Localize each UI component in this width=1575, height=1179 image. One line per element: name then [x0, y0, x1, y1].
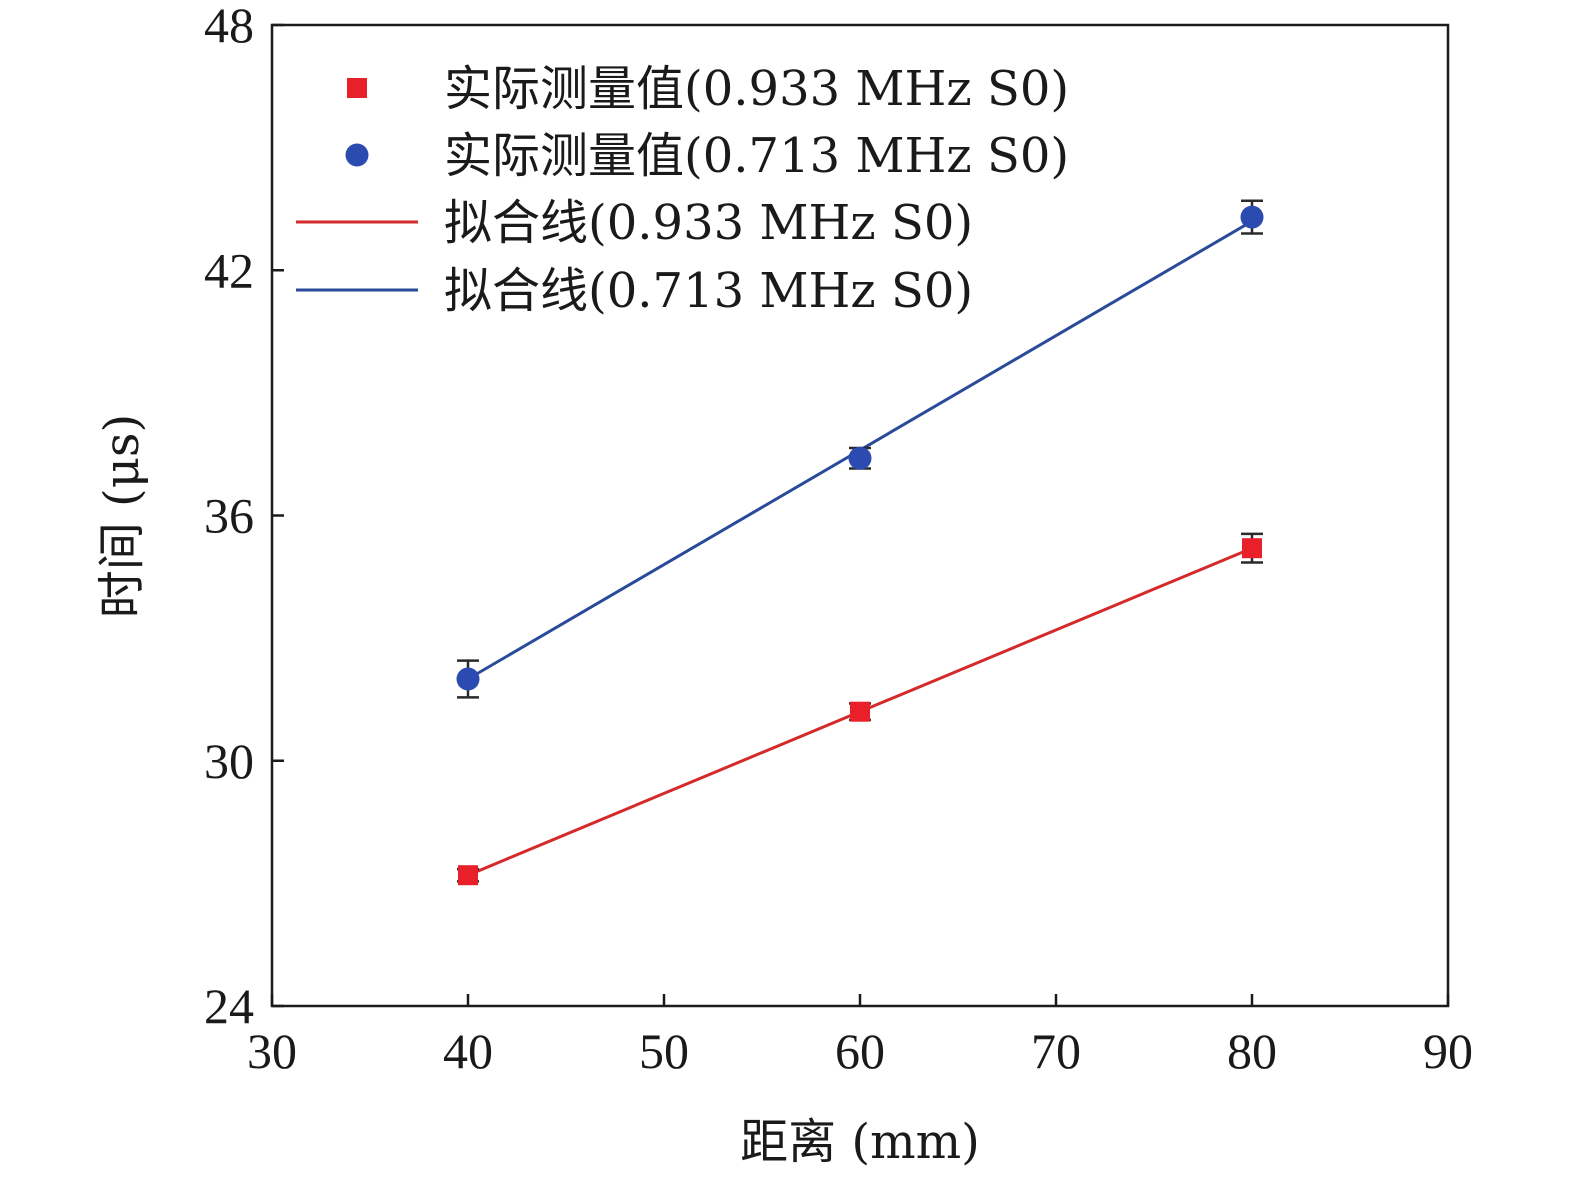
x-tick-label: 70: [1031, 1023, 1081, 1079]
legend-item: 拟合线(0.933 MHz S0): [296, 195, 973, 251]
legend-item: 拟合线(0.713 MHz S0): [296, 263, 973, 319]
data-point: [1242, 538, 1262, 559]
x-tick-label: 40: [443, 1023, 493, 1079]
plot-area: [456, 199, 1264, 886]
y-tick-label: 24: [204, 978, 254, 1034]
legend-label: 拟合线(0.933 MHz S0): [444, 195, 973, 251]
x-tick-label: 80: [1227, 1023, 1277, 1079]
y-tick-label: 36: [204, 488, 254, 544]
y-axis-title: 时间 (μs): [94, 414, 150, 619]
data-point: [456, 667, 480, 691]
x-tick-label: 60: [835, 1023, 885, 1079]
legend-item: 实际测量值(0.713 MHz S0): [345, 128, 1069, 184]
x-tick-label: 90: [1423, 1023, 1473, 1079]
data-point: [850, 701, 870, 722]
legend-label: 拟合线(0.713 MHz S0): [444, 263, 973, 319]
x-axis: 30 40 50 60 70 80 90: [247, 994, 1473, 1079]
legend-label: 实际测量值(0.713 MHz S0): [444, 128, 1069, 184]
data-point: [848, 446, 872, 470]
legend-marker: [347, 78, 367, 98]
y-axis: 24 30 36 42 48: [204, 0, 284, 1034]
data-point: [1240, 205, 1264, 229]
y-tick-label: 42: [204, 242, 254, 298]
x-axis-title: 距离 (mm): [740, 1114, 980, 1170]
legend-item: 实际测量值(0.933 MHz S0): [347, 61, 1069, 117]
x-tick-label: 50: [639, 1023, 689, 1079]
data-point: [458, 865, 478, 886]
legend-label: 实际测量值(0.933 MHz S0): [444, 61, 1069, 117]
y-tick-label: 48: [204, 0, 254, 53]
legend: 实际测量值(0.933 MHz S0) 实际测量值(0.713 MHz S0) 拟合…: [296, 61, 1069, 319]
legend-marker: [345, 143, 369, 167]
x-tick-label: 30: [247, 1023, 297, 1079]
y-tick-label: 30: [204, 733, 254, 789]
